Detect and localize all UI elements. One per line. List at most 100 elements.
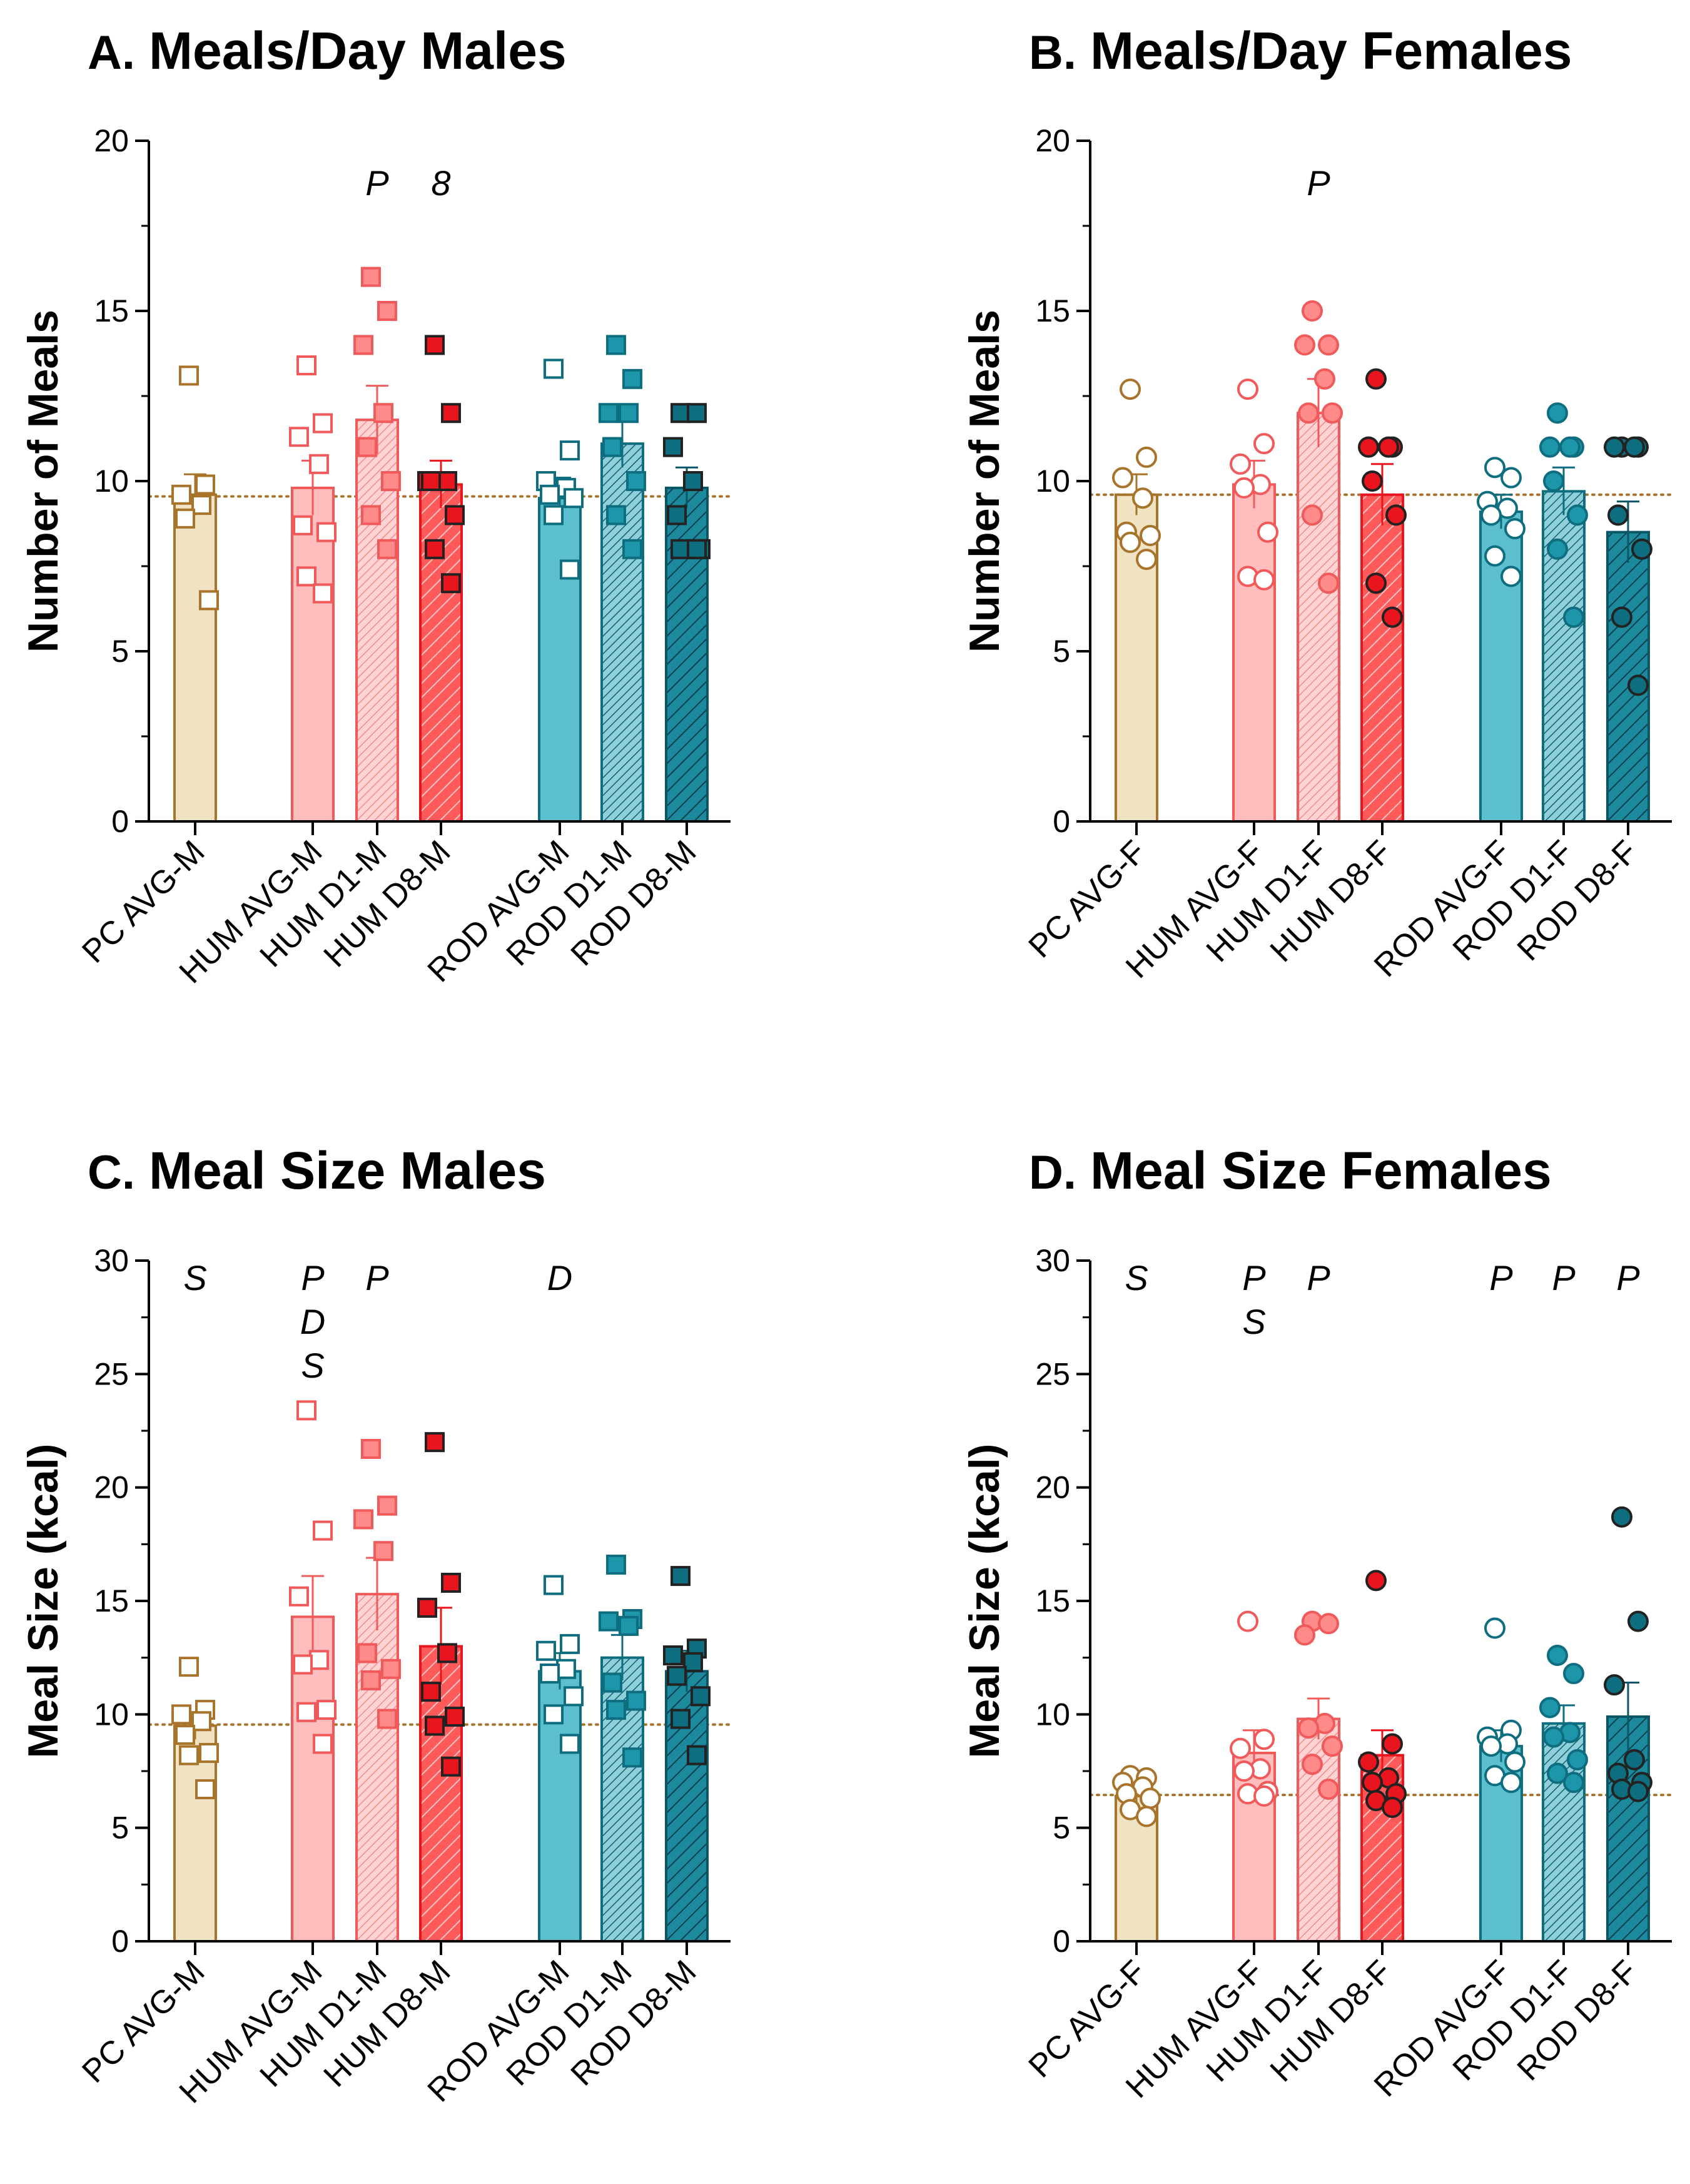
data-point (313, 583, 333, 604)
y-tick-label: 15 (94, 1583, 129, 1618)
y-axis-label: Number of Meals (961, 310, 1008, 653)
data-point (357, 437, 377, 457)
data-point (293, 515, 313, 536)
data-point (1504, 518, 1526, 540)
data-point (1539, 436, 1561, 458)
y-tick-label: 15 (1035, 293, 1070, 328)
data-point (377, 1709, 397, 1729)
data-point (622, 1747, 642, 1768)
data-point (670, 403, 691, 424)
data-point (417, 1597, 437, 1618)
data-point (289, 1586, 309, 1607)
bar-6 (600, 442, 644, 823)
data-point (606, 335, 626, 355)
y-tick-label: 0 (111, 1924, 129, 1959)
data-point (602, 437, 622, 457)
data-point (556, 1658, 576, 1679)
data-point (1230, 453, 1251, 475)
y-tick-label: 10 (1035, 1697, 1070, 1732)
data-point (1382, 606, 1403, 628)
data-point (1567, 1749, 1588, 1770)
significance-label: P (365, 1258, 388, 1298)
y-tick-label: 20 (94, 123, 129, 158)
data-point (670, 539, 691, 559)
data-point (361, 1670, 381, 1690)
data-point (1547, 1762, 1568, 1784)
panel-letter: B. (1029, 26, 1076, 79)
data-point (437, 1643, 457, 1663)
data-point (1302, 504, 1323, 526)
data-point (381, 1658, 401, 1679)
data-point (544, 505, 564, 526)
significance-label: 8 (431, 163, 450, 203)
data-point (1543, 470, 1564, 492)
data-point (540, 1663, 560, 1684)
data-point (1318, 572, 1339, 594)
data-point (357, 1643, 377, 1663)
y-tick-label: 25 (94, 1356, 129, 1391)
data-point (195, 1779, 215, 1800)
data-point (179, 1657, 199, 1677)
data-point (1611, 606, 1632, 628)
data-point (1237, 1610, 1258, 1632)
significance-label: S (1242, 1302, 1265, 1341)
data-point (1378, 436, 1399, 458)
data-point (1253, 569, 1275, 591)
y-tick-label: 10 (94, 464, 129, 499)
data-point (1484, 545, 1505, 567)
panel-title-text: Meal Size Males (149, 1141, 546, 1200)
data-point (619, 403, 639, 424)
data-point (560, 1633, 580, 1654)
data-point (687, 403, 707, 424)
data-point (1604, 1674, 1625, 1696)
data-point (599, 403, 619, 424)
data-point (296, 1702, 316, 1722)
data-point (1484, 1617, 1505, 1639)
data-point (1631, 538, 1652, 560)
data-point (179, 365, 199, 386)
data-point (544, 358, 564, 379)
data-point (1322, 402, 1343, 424)
data-point (313, 1734, 333, 1754)
data-point (622, 539, 642, 559)
data-point (313, 413, 333, 434)
data-point (540, 484, 560, 505)
data-point (626, 1690, 646, 1711)
panel-letter: D. (1029, 1146, 1076, 1199)
data-point (441, 1572, 461, 1593)
data-point (1140, 1787, 1161, 1809)
data-point (1365, 572, 1387, 594)
data-point (1302, 300, 1323, 322)
data-point (1358, 1751, 1379, 1773)
y-tick-label: 10 (94, 1697, 129, 1732)
data-point (1385, 504, 1407, 526)
data-point (560, 1734, 580, 1754)
data-point (1298, 402, 1319, 424)
data-point (1318, 334, 1339, 356)
data-point (1607, 504, 1629, 526)
y-tick-label: 30 (94, 1243, 129, 1278)
data-point (1539, 1697, 1561, 1719)
bar-1 (173, 493, 217, 823)
y-tick-label: 20 (1035, 1470, 1070, 1505)
data-point (1480, 504, 1502, 526)
data-point (1298, 1717, 1319, 1739)
significance-label: P (365, 163, 388, 203)
data-point (670, 1709, 691, 1729)
panel-title-text: Meal Size Females (1090, 1141, 1552, 1200)
data-point (683, 471, 703, 491)
y-tick-label: 0 (111, 804, 129, 839)
data-point (560, 440, 580, 461)
data-point (1500, 467, 1522, 489)
chart-title: B. Meals/Day Females (1029, 21, 1572, 80)
data-point (606, 1554, 626, 1575)
data-point (1132, 487, 1153, 509)
data-point (1136, 549, 1157, 571)
data-point (1624, 436, 1645, 458)
data-point (687, 1745, 707, 1765)
data-point (1563, 606, 1584, 628)
y-tick-label: 5 (1053, 1811, 1070, 1846)
data-point (171, 1704, 191, 1725)
